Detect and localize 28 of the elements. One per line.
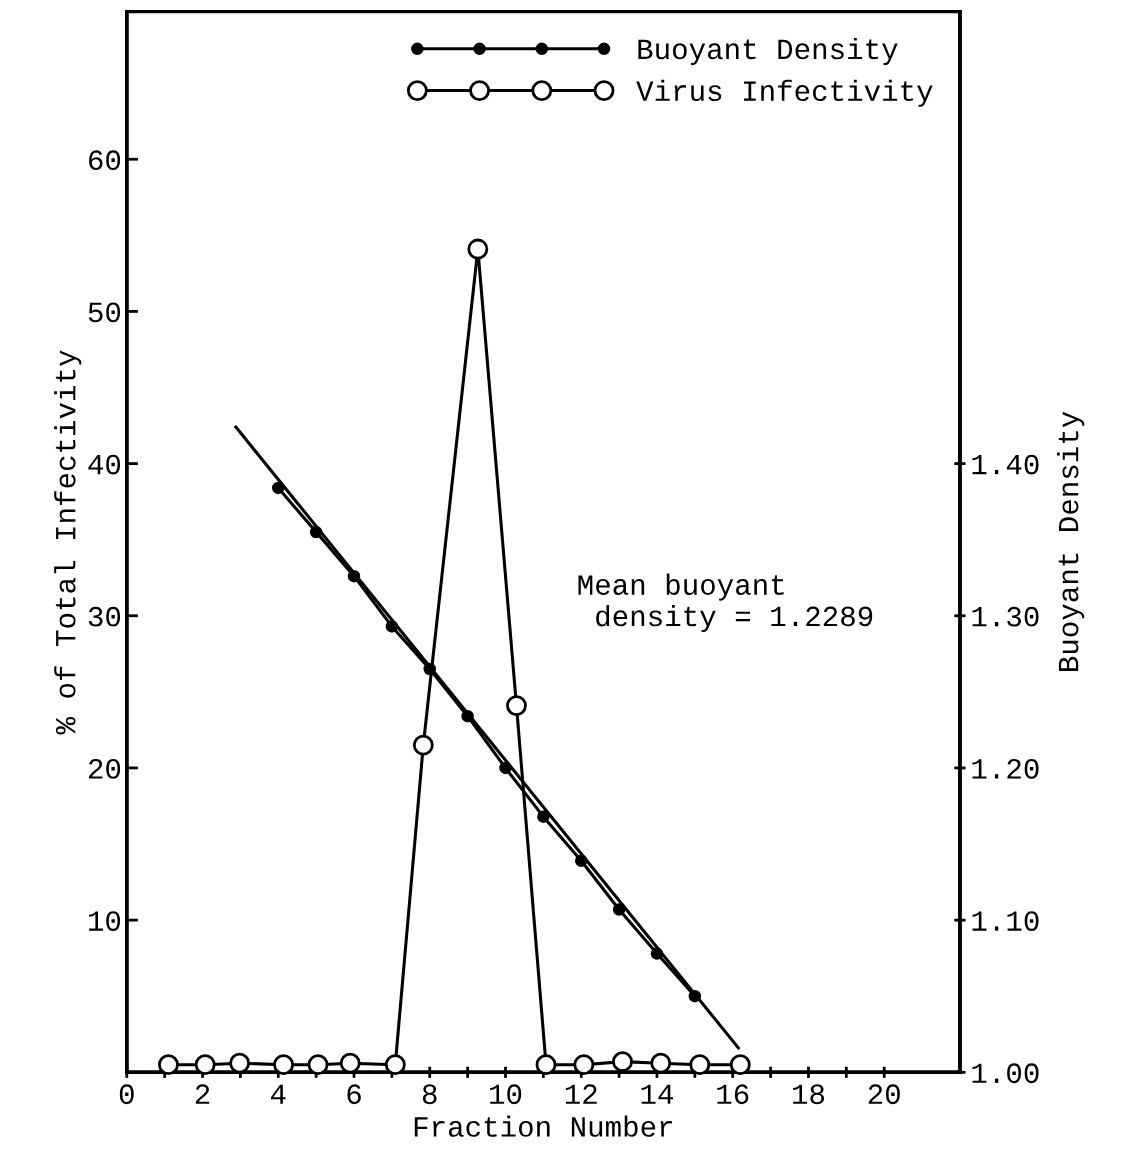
x-axis-title: Fraction Number xyxy=(414,1115,672,1137)
y2-tick-label: 1.40 xyxy=(972,454,1039,475)
y2-tick-label: 1.30 xyxy=(972,606,1039,627)
x-tick-label: 16 xyxy=(717,1084,749,1105)
x-tick-label: 4 xyxy=(270,1084,286,1104)
legend-label: Buoyant Density xyxy=(638,37,898,66)
x-tick-label: 6 xyxy=(347,1084,361,1105)
x-tick-label: 2 xyxy=(195,1084,210,1104)
x-tick-label: 0 xyxy=(119,1084,134,1105)
y-tick-label: 10 xyxy=(89,911,121,931)
y2-tick-label: 1.20 xyxy=(972,759,1039,779)
x-tick-label: 18 xyxy=(793,1084,825,1105)
legend-label: Virus Infectivity xyxy=(636,79,933,107)
x-tick-label: 20 xyxy=(868,1084,900,1105)
y-tick-label: 20 xyxy=(88,759,121,779)
y-tick-label: 40 xyxy=(88,454,121,475)
y2-tick-label: 1.00 xyxy=(972,1063,1039,1084)
y2-tick-label: 1.10 xyxy=(972,911,1039,931)
y-tick-label: 60 xyxy=(89,150,121,171)
y-axis-title: % of Total Infectivity xyxy=(54,350,82,735)
y-tick-label: 50 xyxy=(88,302,121,323)
x-tick-label: 14 xyxy=(641,1084,673,1104)
x-tick-label: 10 xyxy=(490,1084,522,1105)
x-tick-label: 8 xyxy=(422,1084,437,1105)
annotation: Mean buoyant density = 1.2289 xyxy=(578,573,873,633)
y2-axis-title: Buoyant Density xyxy=(1057,411,1085,671)
y-tick-label: 30 xyxy=(88,606,121,627)
x-tick-label: 12 xyxy=(565,1084,597,1104)
